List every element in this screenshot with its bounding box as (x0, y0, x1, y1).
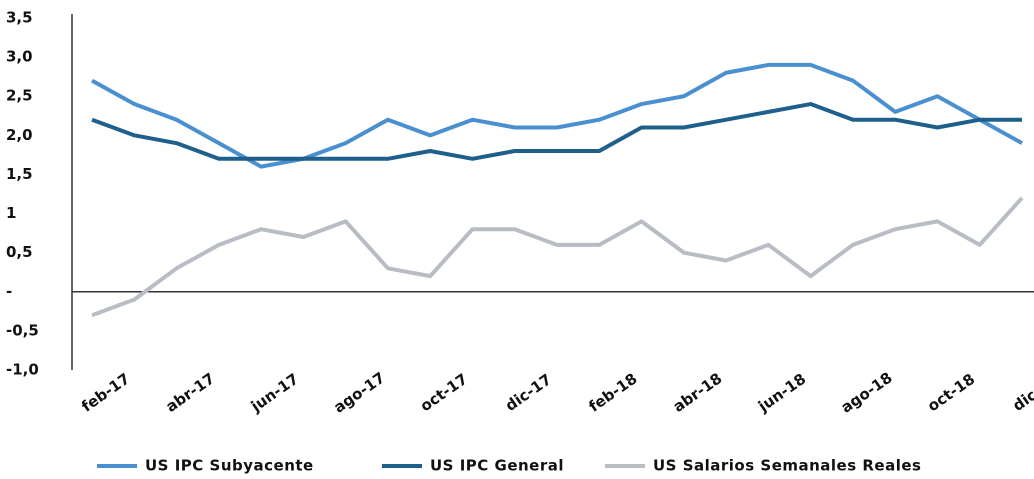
y-tick-label: 0,5 (6, 243, 33, 261)
y-tick-label: 2,5 (6, 87, 33, 105)
y-tick-label: 1,5 (6, 165, 33, 183)
x-tick-label: feb-18 (585, 370, 640, 416)
x-tick-label: dic-17 (502, 370, 555, 414)
legend-label: US IPC General (430, 457, 564, 475)
x-tick-label: oct-17 (417, 370, 471, 415)
x-tick-label: jun-17 (247, 370, 302, 416)
y-tick-label: 3,0 (6, 48, 33, 66)
x-tick-label: oct-18 (924, 370, 978, 415)
legend-label: US Salarios Semanales Reales (653, 457, 921, 475)
y-tick-label: 3,5 (6, 9, 33, 27)
y-tick-label: 2,0 (6, 126, 33, 144)
x-tick-label: ago-17 (330, 369, 388, 417)
series-line (91, 196, 1024, 318)
y-tick-label: -1,0 (6, 361, 39, 379)
legend-label: US IPC Subyacente (145, 457, 314, 475)
x-tick-label: feb-17 (78, 370, 133, 416)
y-tick-label: -0,5 (6, 321, 39, 339)
x-tick-label: ago-18 (838, 369, 896, 417)
y-tick-label: 1 (6, 204, 16, 222)
x-tick-label: abr-18 (670, 369, 726, 415)
y-tick-label: - (6, 282, 12, 300)
x-tick-label: jun-18 (754, 370, 809, 416)
series-line (91, 102, 1022, 161)
x-tick-label: dic-18 (1009, 370, 1034, 414)
x-tick-label: abr-17 (162, 369, 218, 415)
